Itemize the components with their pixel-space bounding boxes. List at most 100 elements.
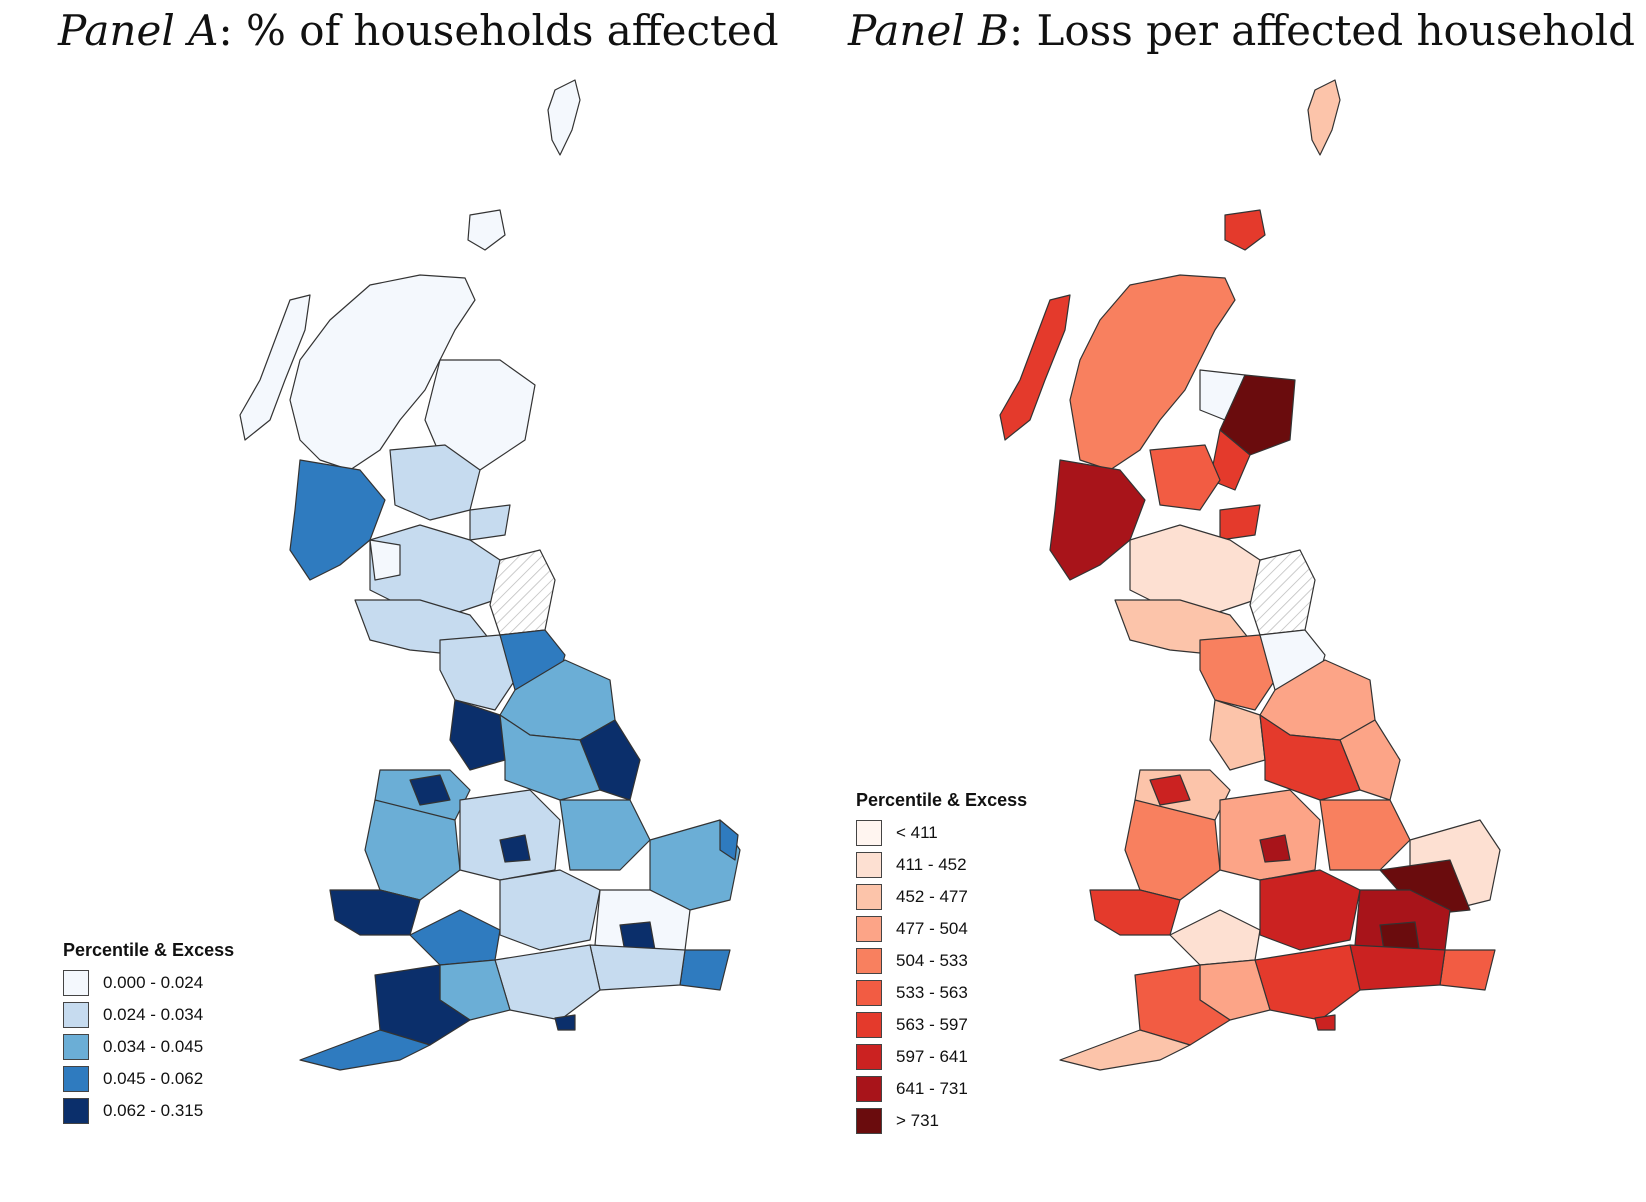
panel-a-legend-title: Percentile & Excess — [63, 940, 235, 960]
hampshire-region — [1254, 944, 1361, 1021]
legend-item: 411 - 452 — [856, 849, 1027, 881]
western-isles-region — [999, 294, 1071, 441]
west-wales-region — [1089, 889, 1181, 936]
legend-label: 0.045 - 0.062 — [103, 1069, 204, 1088]
panel-b-title: Panel B: Loss per affected household — [848, 6, 1635, 55]
highlands-region — [289, 274, 476, 471]
legend-swatch — [856, 820, 882, 846]
legend-label: 0.062 - 0.315 — [103, 1101, 204, 1120]
legend-item: 504 - 533 — [856, 945, 1027, 977]
panel-a-map — [239, 79, 741, 1071]
legend-item: 0.024 - 0.034 — [63, 999, 234, 1031]
legend-label: 563 - 597 — [896, 1015, 968, 1034]
panel-b-legend-title: Percentile & Excess — [856, 790, 1028, 810]
oxford-region — [499, 869, 601, 951]
legend-label: 411 - 452 — [896, 855, 967, 874]
legend-swatch — [856, 1108, 882, 1134]
anglesey-region — [1149, 774, 1191, 806]
legend-item: > 731 — [856, 1105, 1027, 1137]
sussex-region — [589, 944, 686, 991]
legend-item: 563 - 597 — [856, 1009, 1027, 1041]
legend-label: > 731 — [896, 1111, 940, 1130]
panel-a-title: Panel A: % of households affected — [58, 6, 779, 55]
legend-swatch — [63, 1066, 89, 1092]
south-wales-region — [1169, 909, 1261, 966]
east-midlands-region — [1319, 799, 1411, 871]
panel-b-legend: Percentile & Excess < 411 411 - 452 452 - … — [856, 790, 1027, 1137]
birmingham-region — [499, 834, 531, 863]
legend-swatch — [856, 1012, 882, 1038]
legend-label: 0.000 - 0.024 — [103, 973, 204, 992]
orkney-region — [1224, 209, 1266, 251]
legend-item: 0.034 - 0.045 — [63, 1031, 234, 1063]
legend-swatch — [856, 1044, 882, 1070]
shetland-region — [547, 79, 581, 156]
legend-label: 533 - 563 — [896, 983, 968, 1002]
legend-label: 0.024 - 0.034 — [103, 1005, 204, 1024]
orkney-region — [467, 209, 506, 251]
legend-label: < 411 — [896, 823, 938, 842]
missing-data-region — [489, 549, 556, 636]
panel-a-legend: Percentile & Excess 0.000 - 0.024 0.024 -… — [63, 940, 234, 1127]
fife-region — [1219, 504, 1261, 541]
argyll-region — [289, 459, 386, 581]
lancashire-region — [449, 699, 506, 771]
aberdeenshire-region — [424, 359, 536, 471]
legend-item: 0.000 - 0.024 — [63, 967, 234, 999]
legend-item: 641 - 731 — [856, 1073, 1027, 1105]
perth-region — [1149, 444, 1221, 511]
norfolk-coast-region — [719, 819, 739, 861]
fife-region — [469, 504, 511, 541]
panel-b-title-suffix: : Loss per affected household — [1008, 6, 1635, 55]
west-yorkshire-region — [499, 714, 601, 801]
legend-swatch — [856, 948, 882, 974]
legend-label: 597 - 641 — [896, 1047, 968, 1066]
missing-data-region — [1249, 549, 1316, 636]
isle-of-wight-region — [554, 1014, 576, 1031]
birmingham-region — [1259, 834, 1291, 863]
west-midlands-region — [459, 789, 561, 881]
legend-swatch — [856, 852, 882, 878]
legend-item: < 411 — [856, 817, 1027, 849]
legend-item: 452 - 477 — [856, 881, 1027, 913]
panel-a-title-suffix: : % of households affected — [218, 6, 779, 55]
hampshire-region — [494, 944, 601, 1021]
legend-label: 452 - 477 — [896, 887, 968, 906]
panel-a-title-prefix: Panel A — [58, 6, 219, 55]
legend-item: 0.062 - 0.315 — [63, 1095, 234, 1127]
glasgow-region — [369, 539, 401, 581]
legend-swatch — [856, 884, 882, 910]
south-wales-region — [409, 909, 501, 966]
cornwall-region — [1059, 1029, 1191, 1071]
highlands-region — [1069, 274, 1236, 471]
east-midlands-region — [559, 799, 651, 871]
legend-item: 597 - 641 — [856, 1041, 1027, 1073]
western-isles-region — [239, 294, 311, 441]
argyll-region — [1049, 459, 1146, 581]
cornwall-region — [299, 1029, 431, 1071]
kent-region — [679, 949, 731, 991]
sussex-region — [1349, 944, 1446, 991]
legend-swatch — [856, 1076, 882, 1102]
isle-of-wight-region — [1314, 1014, 1336, 1031]
west-yorkshire-region — [1259, 714, 1361, 801]
legend-label: 0.034 - 0.045 — [103, 1037, 204, 1056]
legend-swatch — [63, 970, 89, 996]
legend-swatch — [63, 1098, 89, 1124]
anglesey-region — [409, 774, 451, 806]
lancashire-region — [1209, 699, 1266, 771]
legend-swatch — [856, 916, 882, 942]
legend-item: 477 - 504 — [856, 913, 1027, 945]
aberdeenshire-region — [1219, 374, 1296, 456]
legend-item: 533 - 563 — [856, 977, 1027, 1009]
shetland-region — [1307, 79, 1341, 156]
legend-label: 477 - 504 — [896, 919, 968, 938]
legend-label: 504 - 533 — [896, 951, 968, 970]
legend-item: 0.045 - 0.062 — [63, 1063, 234, 1095]
oxford-region — [1259, 869, 1361, 951]
kent-region — [1439, 949, 1496, 991]
panel-b-title-prefix: Panel B — [848, 6, 1009, 55]
legend-label: 641 - 731 — [896, 1079, 968, 1098]
legend-swatch — [856, 980, 882, 1006]
legend-swatch — [63, 1002, 89, 1028]
